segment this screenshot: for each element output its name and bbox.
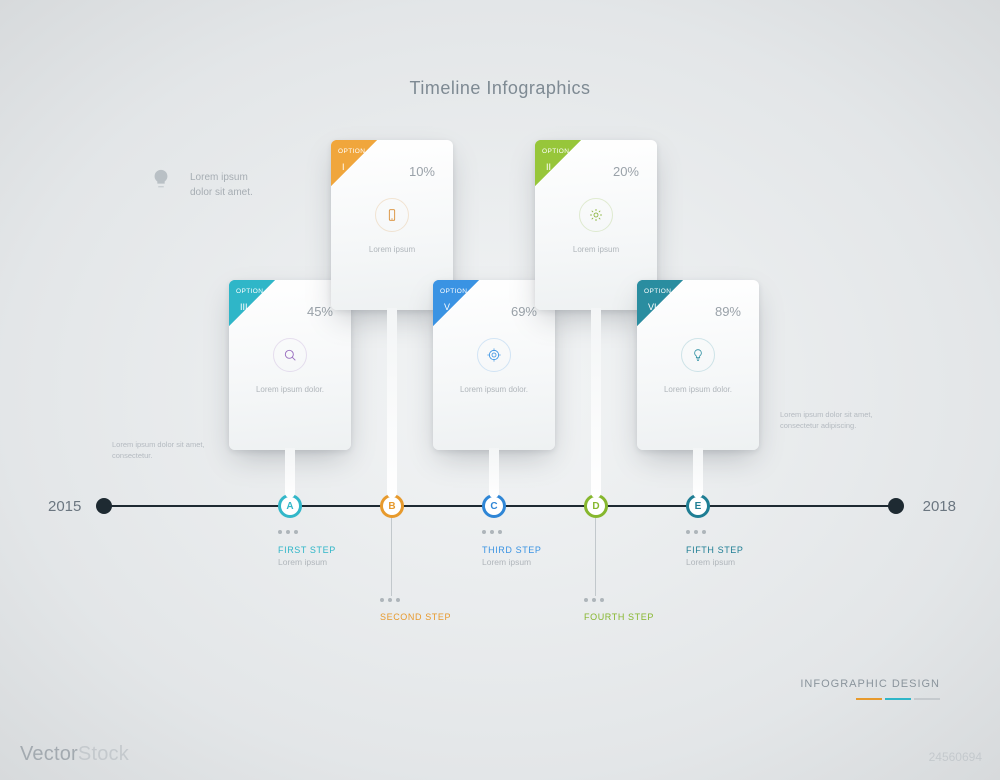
step-title: FOURTH STEP	[584, 612, 724, 622]
step-title: SECOND STEP	[380, 612, 520, 622]
card-roman: V	[444, 302, 450, 312]
watermark: VectorStock	[20, 743, 129, 766]
search-icon	[273, 338, 307, 372]
step-title: THIRD STEP	[482, 545, 622, 555]
step-label: THIRD STEP Lorem ipsum	[482, 545, 622, 568]
gear-icon	[579, 198, 613, 232]
card-option-label: OPTION	[338, 148, 365, 155]
step-desc: Lorem ipsum	[482, 557, 592, 568]
card-percent: 69%	[511, 304, 537, 319]
bulb-icon	[681, 338, 715, 372]
card-lorem: Lorem ipsum dolor.	[649, 384, 747, 396]
card-percent: 89%	[715, 304, 741, 319]
card-option-label: OPTION	[644, 288, 671, 295]
step-dots	[380, 598, 400, 602]
card-percent: 10%	[409, 164, 435, 179]
image-id: 24560694	[929, 750, 982, 764]
step-desc: Lorem ipsum	[278, 557, 388, 568]
card-lorem: Lorem ipsum dolor.	[241, 384, 339, 396]
card-tail	[387, 308, 397, 498]
step-label: FIRST STEP Lorem ipsum	[278, 545, 418, 568]
step-title: FIFTH STEP	[686, 545, 826, 555]
axis-start-dot	[96, 498, 112, 514]
intro-line-1: Lorem ipsum	[190, 172, 248, 183]
step-desc: Lorem ipsum	[686, 557, 796, 568]
brand-underline	[856, 698, 940, 700]
card-option-label: OPTION	[542, 148, 569, 155]
step-dots	[482, 530, 502, 534]
card-percent: 45%	[307, 304, 333, 319]
step-label: FOURTH STEP	[584, 612, 724, 624]
option-card: OPTION VI 89% Lorem ipsum dolor.	[637, 280, 759, 450]
card-roman: VI	[648, 302, 657, 312]
card-roman: III	[240, 302, 248, 312]
card-tail	[489, 448, 499, 498]
card-lorem: Lorem ipsum dolor.	[445, 384, 543, 396]
card-tail	[285, 448, 295, 498]
step-dots	[278, 530, 298, 534]
step-label: SECOND STEP	[380, 612, 520, 624]
card-roman: II	[546, 162, 551, 172]
card-option-label: OPTION	[440, 288, 467, 295]
target-icon	[477, 338, 511, 372]
brand-label: INFOGRAPHIC DESIGN	[800, 678, 940, 690]
card-tail	[693, 448, 703, 498]
card-percent: 20%	[613, 164, 639, 179]
intro-line-2: dolor sit amet.	[190, 187, 253, 198]
lightbulb-icon	[150, 168, 172, 190]
phone-icon	[375, 198, 409, 232]
watermark-light: Stock	[78, 743, 129, 765]
watermark-bold: Vector	[20, 743, 78, 765]
side-paragraph: Lorem ipsum dolor sit amet, consectetur.	[112, 440, 222, 462]
step-label: FIFTH STEP Lorem ipsum	[686, 545, 826, 568]
step-title: FIRST STEP	[278, 545, 418, 555]
step-dots	[686, 530, 706, 534]
card-lorem: Lorem ipsum	[343, 244, 441, 256]
card-lorem: Lorem ipsum	[547, 244, 645, 256]
year-start: 2015	[48, 498, 81, 515]
step-dots	[584, 598, 604, 602]
page-title: Timeline Infographics	[0, 78, 1000, 99]
card-tail	[591, 308, 601, 498]
card-option-label: OPTION	[236, 288, 263, 295]
intro-text: Lorem ipsum dolor sit amet.	[190, 170, 310, 200]
year-end: 2018	[923, 498, 956, 515]
side-paragraph: Lorem ipsum dolor sit amet, consectetur …	[780, 410, 890, 432]
axis-end-dot	[888, 498, 904, 514]
card-roman: I	[342, 162, 345, 172]
